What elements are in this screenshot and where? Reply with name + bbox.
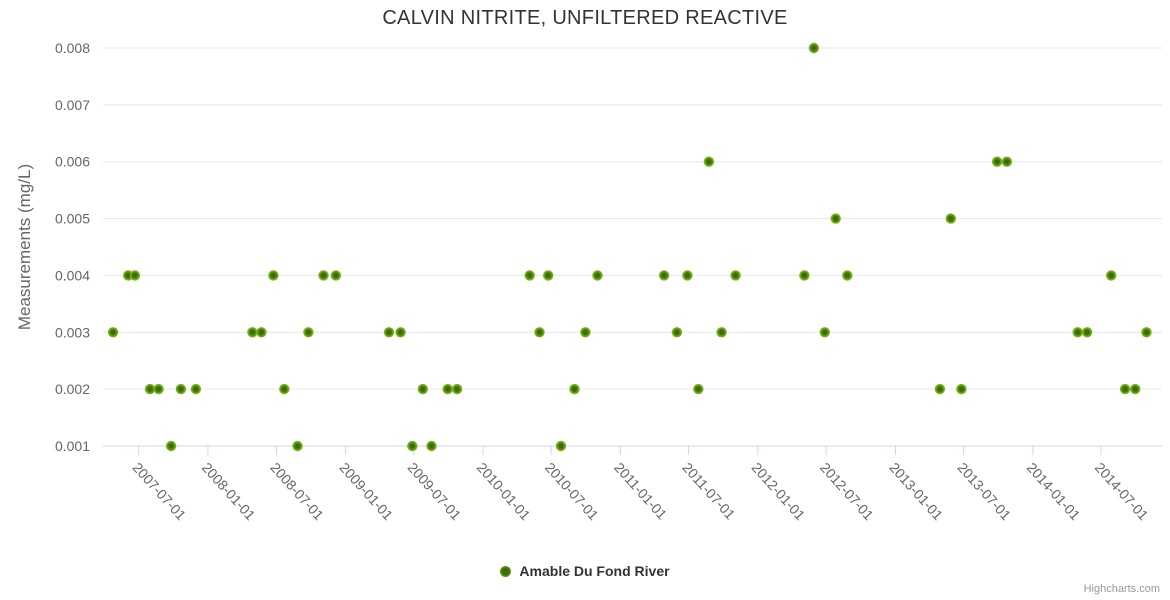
data-point[interactable] [165,440,177,452]
data-point[interactable] [671,327,683,338]
data-point[interactable] [658,270,670,281]
data-point[interactable] [395,327,406,338]
x-tick-label: 2011-01-01 [611,459,670,522]
x-tick-label: 2010-07-01 [542,459,602,523]
data-point[interactable] [580,327,591,338]
data-point[interactable] [279,383,290,395]
legend-item[interactable]: Amable Du Fond River [0,563,1170,579]
data-point[interactable] [383,327,395,338]
data-point[interactable] [318,270,329,281]
data-point[interactable] [716,327,727,338]
x-tick-label: 2013-07-01 [954,459,1014,523]
data-point[interactable] [268,270,279,281]
data-point[interactable] [534,327,545,338]
data-point[interactable] [1106,270,1117,281]
x-tick-label: 2008-01-01 [199,459,259,523]
y-tick-label: 0.008 [55,40,90,56]
data-point[interactable] [693,383,704,395]
data-point[interactable] [956,383,967,395]
data-point[interactable] [808,42,820,54]
data-point[interactable] [1072,327,1083,338]
data-point[interactable] [129,270,141,281]
x-tick-label: 2009-07-01 [405,459,465,523]
y-tick-label: 0.005 [55,211,90,227]
x-tick-label: 2009-01-01 [336,459,396,523]
data-point[interactable] [945,213,956,224]
data-point[interactable] [292,440,303,452]
data-point[interactable] [256,327,267,338]
data-point[interactable] [107,327,119,338]
data-point[interactable] [190,383,202,395]
highcharts-credit-link[interactable]: Highcharts.com [1083,583,1160,595]
y-tick-label: 0.004 [55,267,90,283]
x-tick-label: 2014-07-01 [1092,459,1152,523]
data-point[interactable] [1119,383,1131,395]
data-point[interactable] [555,440,567,452]
y-tick-label: 0.003 [55,324,90,340]
y-axis-title: Measurements (mg/L) [15,164,34,330]
data-point[interactable] [426,440,437,452]
data-point[interactable] [303,327,314,338]
x-tick-label: 2014-01-01 [1024,459,1084,523]
data-point[interactable] [1130,383,1141,395]
data-point[interactable] [1081,327,1093,338]
data-point[interactable] [175,383,187,395]
data-point[interactable] [524,270,535,281]
x-tick-label: 2007-07-01 [129,459,189,523]
data-point[interactable] [1141,327,1152,338]
x-tick-label: 2010-01-01 [474,459,534,523]
x-tick-label: 2012-07-01 [817,459,877,523]
chart-title: CALVIN NITRITE, UNFILTERED REACTIVE [382,7,788,29]
data-point[interactable] [247,327,258,338]
y-tick-label: 0.001 [55,438,90,454]
data-point[interactable] [442,383,453,395]
data-point[interactable] [830,213,841,224]
y-tick-label: 0.002 [55,381,90,397]
data-point[interactable] [703,156,715,167]
data-point[interactable] [991,156,1003,167]
data-point[interactable] [730,270,741,281]
data-point[interactable] [543,270,554,281]
data-point[interactable] [144,383,156,395]
legend-label: Amable Du Fond River [519,563,670,579]
data-point[interactable] [407,440,418,452]
y-tick-label: 0.007 [55,97,90,113]
data-point[interactable] [682,270,693,281]
data-point[interactable] [330,270,342,281]
data-point[interactable] [842,270,853,281]
data-point[interactable] [819,327,830,338]
data-point[interactable] [799,270,810,281]
x-tick-label: 2012-01-01 [749,459,809,523]
x-tick-label: 2011-07-01 [679,459,738,522]
plot-area: 0.001 0.002 0.003 0.004 0.005 0.006 0.007 0.008… [15,40,1162,523]
x-tick-label: 2008-07-01 [267,459,327,523]
x-tick-label: 2013-01-01 [886,459,946,523]
y-tick-label: 0.006 [55,154,90,170]
data-point[interactable] [153,383,164,395]
data-point[interactable] [1001,156,1013,167]
data-point[interactable] [592,270,603,281]
legend-marker-icon [500,565,512,577]
data-point[interactable] [569,383,580,395]
data-point[interactable] [417,383,428,395]
data-point[interactable] [934,383,946,395]
data-point[interactable] [451,383,463,395]
